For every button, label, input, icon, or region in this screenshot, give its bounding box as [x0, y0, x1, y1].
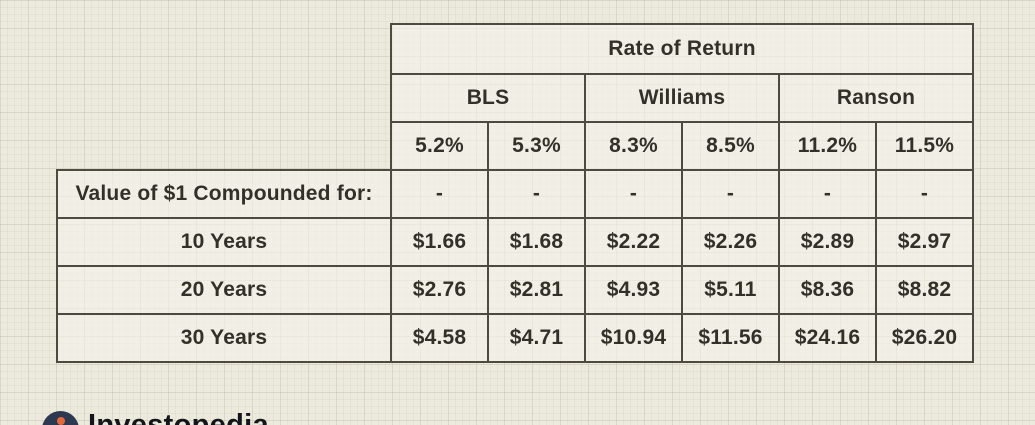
- rate-header-5: 11.2%: [778, 121, 877, 171]
- table-cell: $8.82: [875, 265, 974, 315]
- rate-header-6: 11.5%: [875, 121, 974, 171]
- table-cell: $26.20: [875, 313, 974, 363]
- table-cell: -: [778, 169, 877, 219]
- row-label-10-years: 10 Years: [56, 217, 392, 267]
- table-cell: $24.16: [778, 313, 877, 363]
- rate-header-1: 5.2%: [390, 121, 489, 171]
- row-label-20-years: 20 Years: [56, 265, 392, 315]
- table-cell: -: [875, 169, 974, 219]
- table-cell: $2.89: [778, 217, 877, 267]
- table-cell: $1.66: [390, 217, 489, 267]
- table-cell: $11.56: [681, 313, 780, 363]
- table-ghost-spacer: [57, 24, 391, 170]
- table-row-rates: 5.2% 5.3% 8.3% 8.5% 11.2% 11.5%: [57, 121, 974, 171]
- table-cell: $8.36: [778, 265, 877, 315]
- table-cell: $4.71: [487, 313, 586, 363]
- table-row-title: Rate of Return: [57, 23, 974, 75]
- table-cell: $1.68: [487, 217, 586, 267]
- investopedia-logo-mark-icon: [42, 411, 79, 425]
- table-title: Rate of Return: [390, 23, 974, 75]
- table-cell: $2.81: [487, 265, 586, 315]
- table-cell: -: [390, 169, 489, 219]
- table-row-groups: BLS Williams Ranson: [57, 73, 974, 123]
- rate-header-2: 5.3%: [487, 121, 586, 171]
- column-group-bls: BLS: [390, 73, 586, 123]
- logo-i-dot-icon: [57, 417, 65, 425]
- table-cell: -: [487, 169, 586, 219]
- table-cell: $4.58: [390, 313, 489, 363]
- table-cell: $4.93: [584, 265, 683, 315]
- rate-header-3: 8.3%: [584, 121, 683, 171]
- row-label-compounded: Value of $1 Compounded for:: [56, 169, 392, 219]
- table-cell: $2.26: [681, 217, 780, 267]
- table-row-30-years: 30 Years $4.58 $4.71 $10.94 $11.56 $24.1…: [56, 313, 974, 363]
- investopedia-logo-text: Investopedia: [88, 409, 269, 425]
- table-cell: $10.94: [584, 313, 683, 363]
- rate-header-4: 8.5%: [681, 121, 780, 171]
- table-cell: $2.22: [584, 217, 683, 267]
- table-row-10-years: 10 Years $1.66 $1.68 $2.22 $2.26 $2.89 $…: [56, 217, 974, 267]
- table-cell: -: [681, 169, 780, 219]
- table-row-20-years: 20 Years $2.76 $2.81 $4.93 $5.11 $8.36 $…: [56, 265, 974, 315]
- table-cell: $2.97: [875, 217, 974, 267]
- rate-of-return-table: Rate of Return BLS Williams Ranson 5.2% …: [56, 23, 974, 363]
- row-label-30-years: 30 Years: [56, 313, 392, 363]
- table-cell: $2.76: [390, 265, 489, 315]
- column-group-ranson: Ranson: [778, 73, 974, 123]
- column-group-williams: Williams: [584, 73, 780, 123]
- table-row-section-label: Value of $1 Compounded for: - - - - - -: [56, 169, 974, 219]
- table-cell: -: [584, 169, 683, 219]
- table-cell: $5.11: [681, 265, 780, 315]
